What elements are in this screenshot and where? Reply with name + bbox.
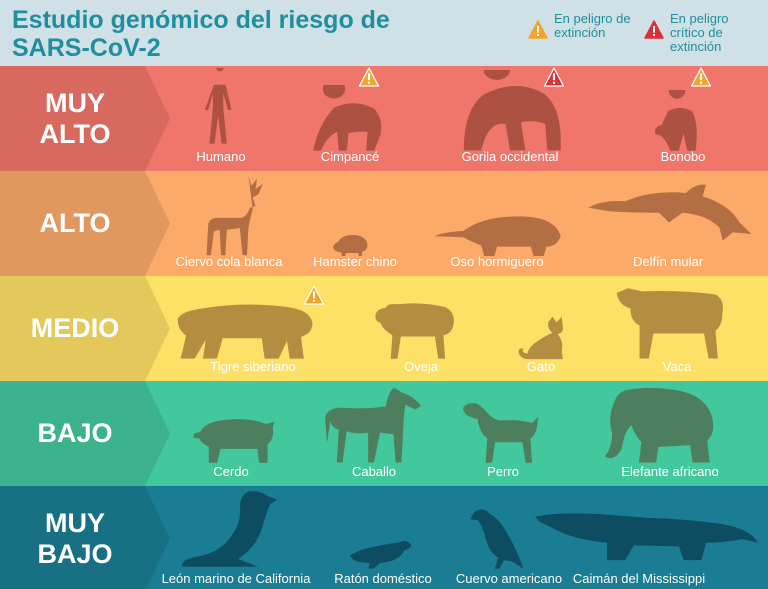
animal-deer	[198, 172, 270, 257]
animal-chimpanzee	[310, 85, 390, 152]
alligator-icon	[535, 513, 758, 561]
animal-pig	[192, 410, 276, 464]
animal-name-label: Delfín mular	[632, 254, 704, 269]
risk-row-muy-bajo: MUY BAJO León marino de California Ratón d…	[0, 486, 768, 589]
warning-red-icon	[644, 20, 664, 39]
animal-dog	[460, 400, 540, 464]
animal-name-label: Elefante africano	[621, 464, 719, 479]
risk-row-alto: ALTO Ciervo cola blanca Hamster chino Oso h…	[0, 171, 768, 276]
animal-name-label: Ciervo cola blanca	[175, 254, 283, 269]
animal-sheep	[372, 298, 457, 360]
legend-endangered-label: En peligro de extinción	[554, 11, 631, 40]
level-label: MUY BAJO	[37, 507, 113, 569]
animal-name-label: Caimán del Mississippi	[572, 571, 706, 586]
sea-lion-icon	[181, 491, 277, 567]
human-icon	[204, 68, 232, 144]
animal-name-label: Oso hormiguero	[450, 254, 544, 269]
animal-anteater	[432, 205, 562, 257]
sheep-icon	[375, 303, 454, 359]
legend-critically-endangered-label: En peligro crítico de extinción	[670, 11, 729, 54]
elephant-icon	[604, 387, 714, 463]
dog-icon	[463, 403, 539, 463]
page-title: Estudio genómico del riesgo de SARS-CoV-…	[12, 6, 390, 62]
risk-row-medio: MEDIO Tigre siberiano Oveja Gato Vaca	[0, 276, 768, 381]
animal-tiger	[175, 292, 315, 360]
animal-name-label: Gorila occidental	[461, 149, 559, 164]
level-label: MUY ALTO	[39, 87, 111, 149]
horse-icon	[325, 387, 422, 463]
level-chevron	[0, 381, 170, 486]
pig-icon	[193, 419, 275, 463]
level-chevron	[0, 276, 170, 381]
warning-orange-icon	[690, 67, 712, 87]
animal-name-label: Ratón doméstico	[334, 571, 432, 586]
animal-name-label: Oveja	[404, 359, 438, 374]
bonobo-icon	[655, 90, 697, 151]
animal-human	[192, 68, 250, 152]
animal-alligator	[535, 508, 760, 570]
deer-icon	[206, 175, 263, 256]
animal-name-label: Gato	[526, 359, 556, 374]
animal-hamster	[330, 232, 370, 257]
warning-orange-icon	[303, 285, 325, 305]
level-chevron	[0, 486, 170, 589]
level-chevron	[0, 66, 170, 171]
warning-orange-icon	[358, 67, 380, 87]
legend-critically-endangered: En peligro crítico de extinción	[644, 12, 740, 54]
animal-cow	[612, 282, 727, 360]
cat-icon	[518, 316, 563, 360]
cow-icon	[616, 288, 723, 359]
animal-crow	[468, 508, 524, 570]
animal-mouse	[348, 535, 412, 570]
animal-name-label: Tigre siberiano	[210, 359, 296, 374]
animal-name-label: Caballo	[351, 464, 397, 479]
animal-sea-lion	[178, 490, 278, 570]
dolphin-icon	[588, 184, 752, 241]
animal-cat	[516, 315, 568, 360]
animal-elephant	[595, 386, 717, 464]
level-label: MEDIO	[30, 313, 120, 343]
risk-row-muy-alto: MUY ALTO Humano Cimpancé Gorila occidental B…	[0, 66, 768, 171]
animal-name-label: Perro	[487, 464, 519, 479]
animal-dolphin	[585, 175, 753, 257]
animal-gorilla	[455, 70, 565, 152]
level-label: ALTO	[39, 208, 111, 238]
animal-bonobo	[650, 90, 710, 152]
animal-name-label: Cimpancé	[320, 149, 380, 164]
animal-name-label: Bonobo	[660, 149, 706, 164]
anteater-icon	[434, 216, 561, 256]
warning-red-icon	[543, 67, 565, 87]
chimpanzee-icon	[313, 85, 382, 151]
header: Estudio genómico del riesgo de SARS-CoV-…	[0, 0, 768, 66]
animal-name-label: Cuervo americano	[455, 571, 563, 586]
mouse-icon	[350, 540, 412, 569]
level-label: BAJO	[37, 418, 113, 448]
animal-name-label: Vaca	[662, 359, 692, 374]
gorilla-icon	[463, 70, 561, 151]
animal-horse	[325, 386, 423, 464]
animal-name-label: Hamster chino	[313, 254, 397, 269]
animal-name-label: León marino de California	[161, 571, 311, 586]
hamster-icon	[333, 234, 368, 256]
crow-icon	[470, 509, 524, 569]
risk-row-bajo: BAJO Cerdo Caballo Perro Elefante africano	[0, 381, 768, 486]
animal-name-label: Humano	[196, 149, 246, 164]
tiger-icon	[177, 304, 313, 359]
animal-name-label: Cerdo	[213, 464, 249, 479]
legend-endangered: En peligro de extinción	[528, 12, 644, 40]
level-chevron	[0, 171, 170, 276]
warning-orange-icon	[528, 20, 548, 39]
